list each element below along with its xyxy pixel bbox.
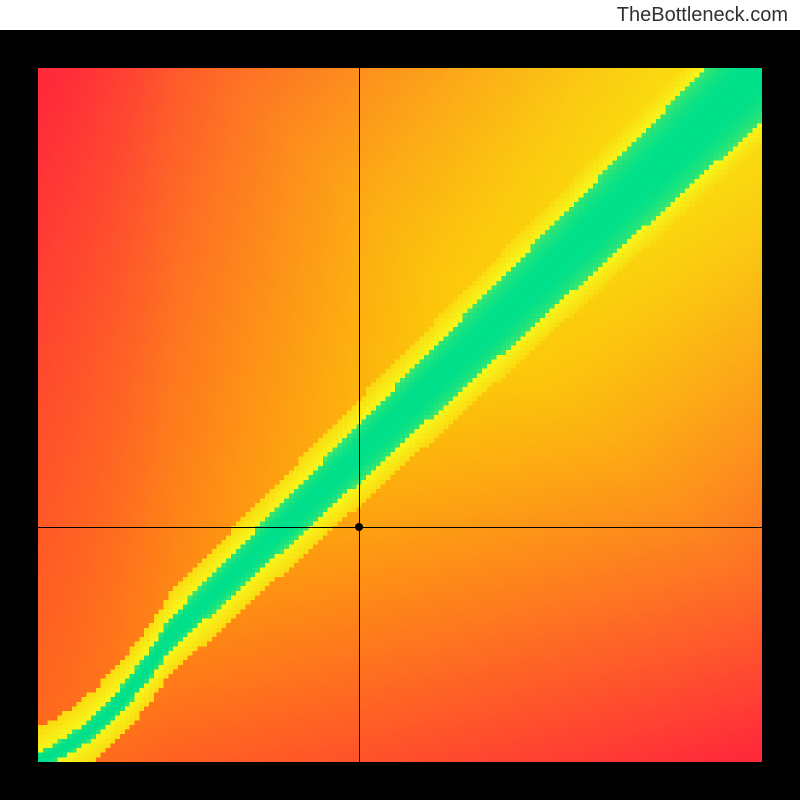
heatmap-canvas: [38, 68, 762, 762]
crosshair-horizontal: [38, 527, 762, 528]
selection-marker: [355, 523, 363, 531]
chart-frame: [0, 30, 800, 800]
crosshair-vertical: [359, 68, 360, 762]
watermark-text: TheBottleneck.com: [617, 4, 788, 27]
plot-area: [38, 68, 762, 762]
